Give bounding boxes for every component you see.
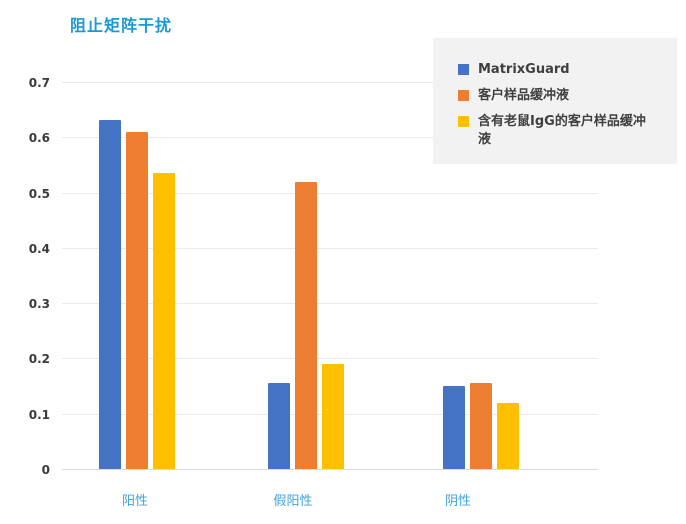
bar — [153, 173, 175, 469]
chart-title: 阻止矩阵干扰 — [70, 16, 173, 35]
bar — [497, 402, 519, 469]
y-tick-label: 0 — [41, 463, 50, 477]
gridline — [62, 358, 598, 360]
x-category-label-negative: 阴性 — [444, 494, 471, 509]
gridline — [62, 192, 598, 194]
x-category-label-positive: 阳性 — [121, 494, 148, 509]
bar — [295, 181, 317, 469]
y-tick-label: 0.4 — [28, 241, 50, 256]
legend-swatch-yellow-icon — [458, 116, 469, 127]
bar-group-2 — [268, 181, 344, 469]
legend-item-mouse-igg-buffer: 含有老鼠IgG的客户样品缓冲液 — [458, 113, 665, 149]
bar — [268, 383, 290, 469]
bar — [443, 386, 465, 469]
legend-swatch-blue-icon — [458, 64, 469, 75]
x-category-label-false-positive: 假阳性 — [273, 494, 313, 509]
bar — [99, 119, 121, 469]
gridline — [62, 469, 598, 470]
y-tick-label: 0.7 — [28, 76, 50, 90]
bar — [470, 383, 492, 469]
bar-group-3 — [443, 383, 519, 469]
y-tick-label: 0.3 — [28, 297, 50, 312]
y-tick-label: 0.1 — [28, 407, 50, 422]
gridline — [62, 303, 598, 305]
bar-group-1 — [99, 119, 175, 469]
y-tick-label: 0.2 — [28, 352, 50, 367]
bar — [322, 363, 344, 469]
y-tick-label: 0.5 — [28, 186, 50, 201]
y-axis: 0 0.1 0.2 0.3 0.4 0.5 0.6 0.7 — [0, 76, 54, 477]
legend-label: 客户样品缓冲液 — [478, 88, 570, 103]
plot-area — [62, 82, 598, 470]
bar — [126, 131, 148, 469]
legend-label: MatrixGuard — [478, 62, 570, 77]
y-tick-label: 0.6 — [28, 131, 50, 146]
legend: MatrixGuard 客户样品缓冲液 含有老鼠IgG的客户样品缓冲液 — [433, 38, 677, 164]
gridline — [62, 247, 598, 249]
legend-swatch-orange-icon — [458, 90, 469, 101]
gridline — [62, 137, 598, 139]
legend-item-matrixguard: MatrixGuard — [458, 61, 665, 79]
legend-item-customer-buffer: 客户样品缓冲液 — [458, 87, 665, 105]
legend-label: 含有老鼠IgG的客户样品缓冲液 — [478, 114, 646, 147]
gridline — [62, 82, 598, 83]
